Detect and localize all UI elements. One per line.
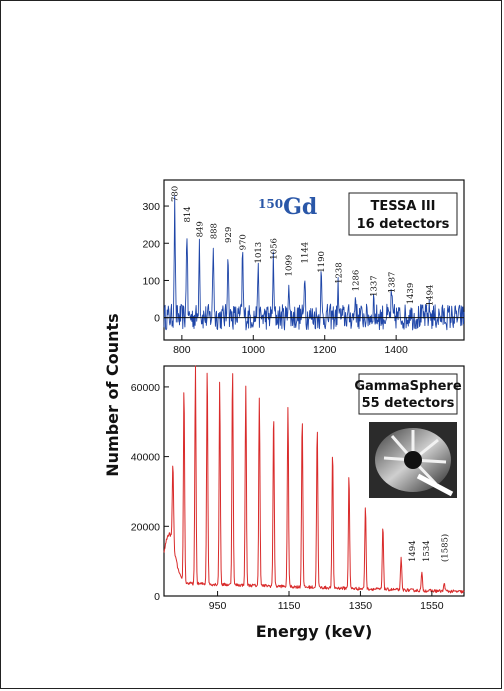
tessa-spectrum: [163, 195, 465, 331]
y-tick-label: 0: [154, 591, 160, 603]
gammasphere-legend-box: [358, 373, 458, 415]
x-tick-label: 800: [173, 344, 191, 356]
isotope-label: 150Gd: [258, 194, 317, 220]
peak-label: 1056: [269, 238, 279, 260]
peak-label: (1585): [439, 534, 450, 562]
x-axis-title: Energy (keV): [256, 622, 373, 641]
peak-label: 814: [183, 206, 193, 222]
y-tick-label: 60000: [131, 382, 160, 394]
peak-label: 888: [209, 223, 219, 239]
x-tick-label: 950: [209, 600, 227, 612]
tessa-legend-box: [348, 192, 458, 236]
isotope-mass: 150: [258, 197, 283, 211]
y-tick-label: 300: [142, 201, 160, 213]
peak-label: 1190: [317, 251, 327, 273]
peak-label: 1387: [388, 272, 398, 294]
peak-label: 1013: [254, 242, 264, 264]
gammasphere-axes: 950 1150 1350 1550 0 20000 40000 60000: [131, 382, 444, 612]
peak-label: 1144: [301, 242, 311, 264]
y-tick-label: 20000: [131, 521, 160, 533]
tessa-legend-line2: 16 detectors: [357, 217, 450, 232]
gammasphere-panel: 950 1150 1350 1550 0 20000 40000 60000 1494 1534…: [131, 365, 465, 641]
y-tick-label: 0: [154, 313, 160, 325]
peak-label: 1337: [370, 275, 380, 297]
x-tick-label: 1400: [384, 344, 408, 356]
gammasphere-spectrum: [163, 365, 465, 594]
gammasphere-peak-labels: 1494 1534 (1585): [408, 534, 451, 562]
y-tick-label: 100: [142, 275, 160, 287]
gammasphere-detector-image: [369, 422, 457, 498]
peak-label: 1439: [406, 283, 416, 305]
tessa-axes: 800 1000 1200 1400 0 100 200 300: [142, 201, 408, 356]
peak-label: 1286: [351, 270, 361, 292]
peak-label: 929: [224, 227, 234, 243]
spectrum-line: [163, 365, 465, 594]
peak-label: 1494: [426, 285, 436, 307]
gammasphere-legend-line1: GammaSphere: [354, 379, 461, 394]
tessa-legend-line1: TESSA III: [371, 199, 436, 214]
peak-label: 1238: [334, 262, 344, 284]
gammasphere-legend-line2: 55 detectors: [362, 396, 455, 411]
peak-label: 1494: [408, 540, 418, 562]
spectrum-line: [163, 195, 465, 331]
isotope-element: Gd: [283, 194, 317, 220]
peak-label: 780: [171, 186, 181, 202]
peak-label: 849: [195, 221, 205, 237]
x-tick-label: 1200: [313, 344, 337, 356]
peak-label: 970: [239, 234, 249, 250]
y-tick-label: 40000: [131, 452, 160, 464]
peak-label: 1534: [422, 540, 432, 562]
x-tick-label: 1550: [420, 600, 444, 612]
y-tick-label: 200: [142, 238, 160, 250]
x-tick-label: 1350: [349, 600, 373, 612]
y-axis-title: Number of Counts: [103, 313, 122, 476]
peak-label: 1099: [285, 255, 295, 277]
x-tick-label: 1000: [242, 344, 266, 356]
x-tick-label: 1150: [278, 600, 301, 612]
